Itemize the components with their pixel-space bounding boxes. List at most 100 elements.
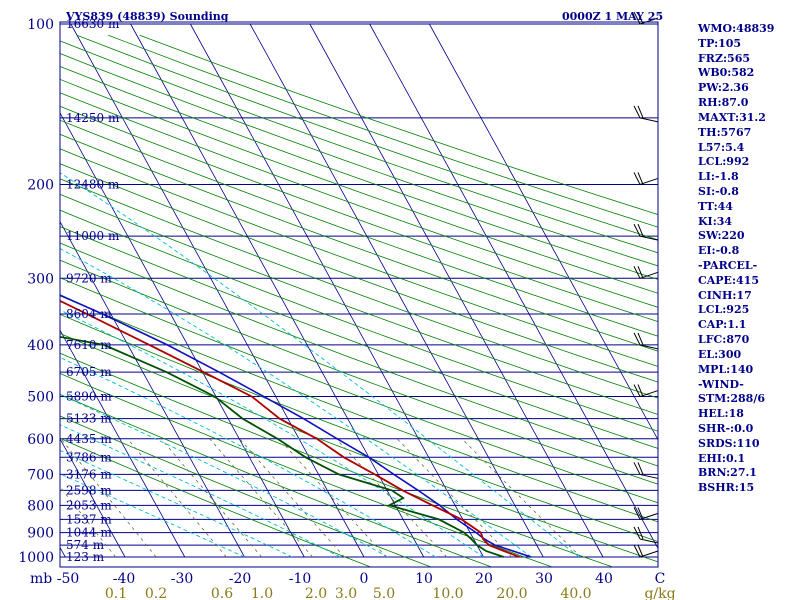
temperature-tick-label: 0: [360, 571, 369, 587]
dry-adiabat-line: [60, 65, 658, 280]
mixing-ratio-line: [60, 438, 157, 558]
height-label: 12480 m: [66, 177, 120, 191]
isotherm-line: [60, 220, 245, 558]
moist-adiabat-line: [60, 356, 436, 558]
time-label: 0000Z 1 MAY 25: [562, 10, 663, 23]
index-value: CAPE:415: [698, 273, 759, 287]
index-value: WB0:582: [698, 66, 755, 80]
index-value: WMO:48839: [698, 22, 775, 35]
height-label: 7610 m: [66, 338, 112, 352]
wind-barb: [633, 507, 659, 520]
dry-adiabat-line: [60, 415, 433, 567]
mixing-ratio-tick-label: 5.0: [373, 586, 395, 600]
pressure-tick-label: 200: [27, 177, 54, 193]
height-label: 9720 m: [66, 271, 112, 285]
height-label: 11000 m: [66, 229, 120, 243]
dry-adiabat-line: [60, 393, 493, 567]
mixing-ratio-tick-label: 2.0: [305, 586, 327, 600]
index-value: SW:220: [698, 229, 745, 243]
mixing-ratio-line: [278, 438, 387, 558]
mixing-ratio-line: [335, 438, 448, 558]
isotherm-line: [70, 23, 365, 558]
dry-adiabat-line: [60, 105, 658, 323]
isotherm-line: [369, 23, 658, 550]
index-value: SI:-0.8: [698, 184, 739, 198]
height-label: 2598 m: [66, 483, 112, 497]
height-label: 5133 m: [66, 412, 112, 426]
height-label: 1044 m: [66, 526, 112, 540]
dry-adiabat-line: [60, 277, 658, 504]
mixing-ratio-line: [160, 438, 263, 558]
pressure-tick-label: 700: [27, 467, 54, 483]
height-label: 5890 m: [66, 390, 112, 404]
wind-barb: [633, 544, 659, 558]
isotherm-line: [309, 23, 604, 558]
temperature-tick-label: 20: [475, 571, 493, 587]
dry-adiabat-line: [60, 209, 658, 432]
moist-adiabat-line: [60, 248, 532, 558]
moist-adiabat-line: [60, 424, 341, 558]
index-value: CAP:1.1: [698, 318, 747, 332]
dry-adiabat-line: [60, 78, 658, 294]
height-label: 1537 m: [66, 512, 112, 526]
pressure-tick-label: 500: [27, 390, 54, 406]
mixing-ratio-tick-label: 0.2: [145, 586, 167, 600]
isotherm-line: [60, 329, 186, 558]
dry-adiabat-line: [60, 163, 658, 383]
index-value: EI:-0.8: [698, 244, 740, 258]
index-value: MPL:140: [698, 362, 754, 376]
wind-barb: [633, 172, 659, 185]
dry-adiabat-line: [60, 148, 658, 367]
temperature-tick-label: 30: [535, 571, 553, 587]
index-value: STM:288/6: [698, 392, 765, 406]
isotherm-line: [189, 23, 484, 558]
dry-adiabat-line: [60, 53, 658, 267]
index-value: KI:34: [698, 214, 733, 228]
height-label: 16630 m: [66, 17, 120, 31]
wind-barb: [633, 332, 659, 350]
index-value: -WIND-: [698, 377, 744, 391]
temperature-tick-label: -40: [113, 571, 136, 587]
mixing-ratio-tick-label: 10.0: [432, 586, 463, 600]
isotherm-line: [428, 23, 658, 441]
index-value: RH:87.0: [698, 96, 749, 110]
dry-adiabat-line: [60, 193, 658, 415]
index-value: LI:-1.8: [698, 170, 739, 184]
indices-panel: WMO:48839 TP:105 FRZ:565 WB0:582 PW:2.36 RH:8…: [698, 22, 798, 496]
mixing-ratio-line: [396, 438, 512, 558]
height-label: 2053 m: [66, 498, 112, 512]
wind-barb: [633, 462, 659, 479]
height-label: 574 m: [66, 538, 105, 552]
pressure-tick-label: 800: [27, 498, 54, 514]
height-label: 3176 m: [66, 467, 112, 481]
dewpoint-trace: [60, 335, 505, 558]
mixing-ratio-tick-label: g/kg: [644, 586, 675, 600]
pressure-tick-label: 300: [27, 271, 54, 287]
dry-adiabat-line: [60, 178, 658, 399]
temperature-tick-label: -20: [229, 571, 252, 587]
mixing-ratio-tick-label: 0.6: [211, 586, 233, 600]
mixing-ratio-tick-label: 0.1: [105, 586, 127, 600]
wind-barb: [633, 266, 659, 279]
dry-adiabat-line: [60, 242, 658, 467]
dry-adiabat-line: [60, 259, 658, 485]
index-value: FRZ:565: [698, 51, 751, 65]
mixing-ratio-tick-label: 1.0: [251, 586, 273, 600]
isotherm-line: [0, 24, 6, 557]
temperature-tick-label: -10: [289, 571, 312, 587]
index-value: SRDS:110: [698, 436, 760, 450]
pressure-tick-label: 900: [27, 526, 54, 542]
dry-adiabat-line: [60, 295, 658, 523]
dry-adiabat-line: [108, 34, 658, 228]
isotherm-line: [60, 437, 126, 558]
index-value: TH:5767: [698, 125, 752, 139]
dry-adiabat-line: [60, 119, 658, 337]
dry-adiabat-line: [60, 352, 614, 567]
pressure-tick-label: 100: [27, 17, 54, 33]
index-value: TT:44: [698, 199, 733, 213]
mixing-ratio-line: [461, 438, 581, 558]
index-value: EHI:0.1: [698, 451, 746, 465]
mixing-ratio-line: [209, 438, 314, 558]
index-value: L57:5.4: [698, 140, 745, 154]
